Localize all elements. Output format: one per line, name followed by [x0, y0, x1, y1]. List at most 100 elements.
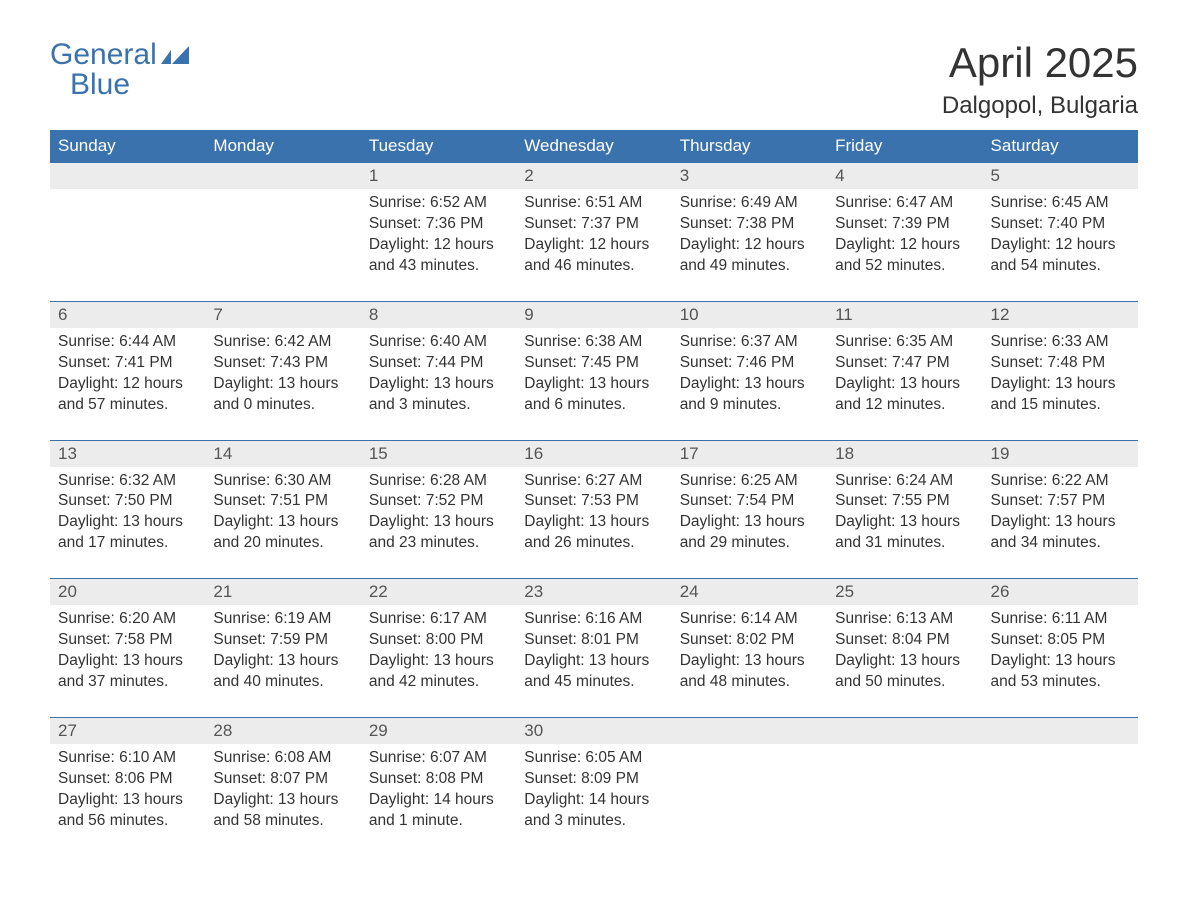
- calendar-cell: 10 Sunrise: 6:37 AMSunset: 7:46 PMDayligh…: [672, 301, 827, 440]
- sunset-line: Sunset: 7:46 PM: [680, 353, 819, 374]
- day-details: Sunrise: 6:51 AMSunset: 7:37 PMDaylight:…: [516, 189, 671, 301]
- calendar-week-row: 13Sunrise: 6:32 AMSunset: 7:50 PMDayligh…: [50, 440, 1138, 579]
- sunrise-line: Sunrise: 6:05 AM: [524, 748, 663, 769]
- day-number: 12: [983, 302, 1138, 328]
- sunrise-line: Sunrise: 6:10 AM: [58, 748, 197, 769]
- daylight-line: Daylight: 13 hours and 48 minutes.: [680, 651, 819, 693]
- sunrise-line: Sunrise: 6:08 AM: [213, 748, 352, 769]
- daylight-line: Daylight: 12 hours and 43 minutes.: [369, 235, 508, 277]
- sunset-line: Sunset: 7:37 PM: [524, 214, 663, 235]
- daylight-line: Daylight: 13 hours and 40 minutes.: [213, 651, 352, 693]
- daylight-line: Daylight: 12 hours and 54 minutes.: [991, 235, 1130, 277]
- day-number: 4: [827, 163, 982, 189]
- calendar-cell: [827, 717, 982, 855]
- weekday-header: Sunday: [50, 130, 205, 163]
- sunrise-line: Sunrise: 6:20 AM: [58, 609, 197, 630]
- calendar-week-row: 20Sunrise: 6:20 AMSunset: 7:58 PMDayligh…: [50, 579, 1138, 718]
- day-details: Sunrise: 6:45 AMSunset: 7:40 PMDaylight:…: [983, 189, 1138, 301]
- calendar-cell: 1Sunrise: 6:52 AMSunset: 7:36 PMDaylight…: [361, 163, 516, 302]
- sunrise-line: Sunrise: 6:40 AM: [369, 332, 508, 353]
- daylight-line: Daylight: 13 hours and 0 minutes.: [213, 374, 352, 416]
- day-number: 11: [827, 302, 982, 328]
- day-number: [672, 718, 827, 744]
- calendar-cell: 23Sunrise: 6:16 AMSunset: 8:01 PMDayligh…: [516, 579, 671, 718]
- day-number: 10: [672, 302, 827, 328]
- calendar-cell: 8Sunrise: 6:40 AMSunset: 7:44 PMDaylight…: [361, 301, 516, 440]
- logo: General Blue: [50, 40, 189, 100]
- calendar-cell: 11Sunrise: 6:35 AMSunset: 7:47 PMDayligh…: [827, 301, 982, 440]
- calendar-cell: 27Sunrise: 6:10 AMSunset: 8:06 PMDayligh…: [50, 717, 205, 855]
- sunset-line: Sunset: 8:01 PM: [524, 630, 663, 651]
- weekday-header: Wednesday: [516, 130, 671, 163]
- day-details: Sunrise: 6:47 AMSunset: 7:39 PMDaylight:…: [827, 189, 982, 301]
- daylight-line: Daylight: 13 hours and 56 minutes.: [58, 790, 197, 832]
- sunrise-line: Sunrise: 6:28 AM: [369, 471, 508, 492]
- sunset-line: Sunset: 7:45 PM: [524, 353, 663, 374]
- calendar-cell: 14Sunrise: 6:30 AMSunset: 7:51 PMDayligh…: [205, 440, 360, 579]
- sunrise-line: Sunrise: 6:42 AM: [213, 332, 352, 353]
- day-details: Sunrise: 6:27 AMSunset: 7:53 PMDaylight:…: [516, 467, 671, 579]
- day-number: 19: [983, 441, 1138, 467]
- day-details: Sunrise: 6:07 AMSunset: 8:08 PMDaylight:…: [361, 744, 516, 856]
- sunset-line: Sunset: 7:38 PM: [680, 214, 819, 235]
- calendar-cell: 25Sunrise: 6:13 AMSunset: 8:04 PMDayligh…: [827, 579, 982, 718]
- day-details: Sunrise: 6:42 AMSunset: 7:43 PMDaylight:…: [205, 328, 360, 440]
- sunset-line: Sunset: 8:05 PM: [991, 630, 1130, 651]
- sunset-line: Sunset: 8:09 PM: [524, 769, 663, 790]
- calendar-cell: 12Sunrise: 6:33 AMSunset: 7:48 PMDayligh…: [983, 301, 1138, 440]
- day-number: 18: [827, 441, 982, 467]
- sunrise-line: Sunrise: 6:37 AM: [680, 332, 819, 353]
- day-details: Sunrise: 6:22 AMSunset: 7:57 PMDaylight:…: [983, 467, 1138, 579]
- calendar-cell: 28Sunrise: 6:08 AMSunset: 8:07 PMDayligh…: [205, 717, 360, 855]
- day-details: Sunrise: 6:13 AMSunset: 8:04 PMDaylight:…: [827, 605, 982, 717]
- weekday-header: Tuesday: [361, 130, 516, 163]
- day-number: 30: [516, 718, 671, 744]
- sunset-line: Sunset: 7:48 PM: [991, 353, 1130, 374]
- sunset-line: Sunset: 7:41 PM: [58, 353, 197, 374]
- day-details: Sunrise: 6:14 AMSunset: 8:02 PMDaylight:…: [672, 605, 827, 717]
- day-details: Sunrise: 6:32 AMSunset: 7:50 PMDaylight:…: [50, 467, 205, 579]
- daylight-line: Daylight: 13 hours and 34 minutes.: [991, 512, 1130, 554]
- sunrise-line: Sunrise: 6:52 AM: [369, 193, 508, 214]
- daylight-line: Daylight: 13 hours and 23 minutes.: [369, 512, 508, 554]
- weekday-header: Monday: [205, 130, 360, 163]
- day-number: 27: [50, 718, 205, 744]
- calendar-table: SundayMondayTuesdayWednesdayThursdayFrid…: [50, 130, 1138, 855]
- logo-flag-icon: [161, 46, 189, 64]
- logo-text-general: General: [50, 40, 157, 70]
- day-number: 14: [205, 441, 360, 467]
- day-number: 6: [50, 302, 205, 328]
- day-number: 29: [361, 718, 516, 744]
- day-details: Sunrise: 6:19 AMSunset: 7:59 PMDaylight:…: [205, 605, 360, 717]
- daylight-line: Daylight: 13 hours and 26 minutes.: [524, 512, 663, 554]
- daylight-line: Daylight: 13 hours and 6 minutes.: [524, 374, 663, 416]
- daylight-line: Daylight: 13 hours and 50 minutes.: [835, 651, 974, 693]
- calendar-cell: 18Sunrise: 6:24 AMSunset: 7:55 PMDayligh…: [827, 440, 982, 579]
- sunset-line: Sunset: 8:06 PM: [58, 769, 197, 790]
- day-details: Sunrise: 6:11 AMSunset: 8:05 PMDaylight:…: [983, 605, 1138, 717]
- calendar-cell: 26Sunrise: 6:11 AMSunset: 8:05 PMDayligh…: [983, 579, 1138, 718]
- daylight-line: Daylight: 13 hours and 42 minutes.: [369, 651, 508, 693]
- daylight-line: Daylight: 13 hours and 20 minutes.: [213, 512, 352, 554]
- day-details: Sunrise: 6:10 AMSunset: 8:06 PMDaylight:…: [50, 744, 205, 856]
- calendar-cell: 3Sunrise: 6:49 AMSunset: 7:38 PMDaylight…: [672, 163, 827, 302]
- calendar-cell: 7Sunrise: 6:42 AMSunset: 7:43 PMDaylight…: [205, 301, 360, 440]
- calendar-cell: [983, 717, 1138, 855]
- day-details: Sunrise: 6:30 AMSunset: 7:51 PMDaylight:…: [205, 467, 360, 579]
- sunrise-line: Sunrise: 6:44 AM: [58, 332, 197, 353]
- day-number: 26: [983, 579, 1138, 605]
- sunrise-line: Sunrise: 6:17 AM: [369, 609, 508, 630]
- daylight-line: Daylight: 13 hours and 58 minutes.: [213, 790, 352, 832]
- sunrise-line: Sunrise: 6:27 AM: [524, 471, 663, 492]
- calendar-cell: 13Sunrise: 6:32 AMSunset: 7:50 PMDayligh…: [50, 440, 205, 579]
- day-number: 7: [205, 302, 360, 328]
- sunset-line: Sunset: 7:47 PM: [835, 353, 974, 374]
- daylight-line: Daylight: 13 hours and 9 minutes.: [680, 374, 819, 416]
- sunset-line: Sunset: 7:43 PM: [213, 353, 352, 374]
- daylight-line: Daylight: 14 hours and 1 minute.: [369, 790, 508, 832]
- sunset-line: Sunset: 7:57 PM: [991, 491, 1130, 512]
- day-details: [983, 744, 1138, 854]
- sunrise-line: Sunrise: 6:22 AM: [991, 471, 1130, 492]
- sunset-line: Sunset: 7:36 PM: [369, 214, 508, 235]
- calendar-cell: 15Sunrise: 6:28 AMSunset: 7:52 PMDayligh…: [361, 440, 516, 579]
